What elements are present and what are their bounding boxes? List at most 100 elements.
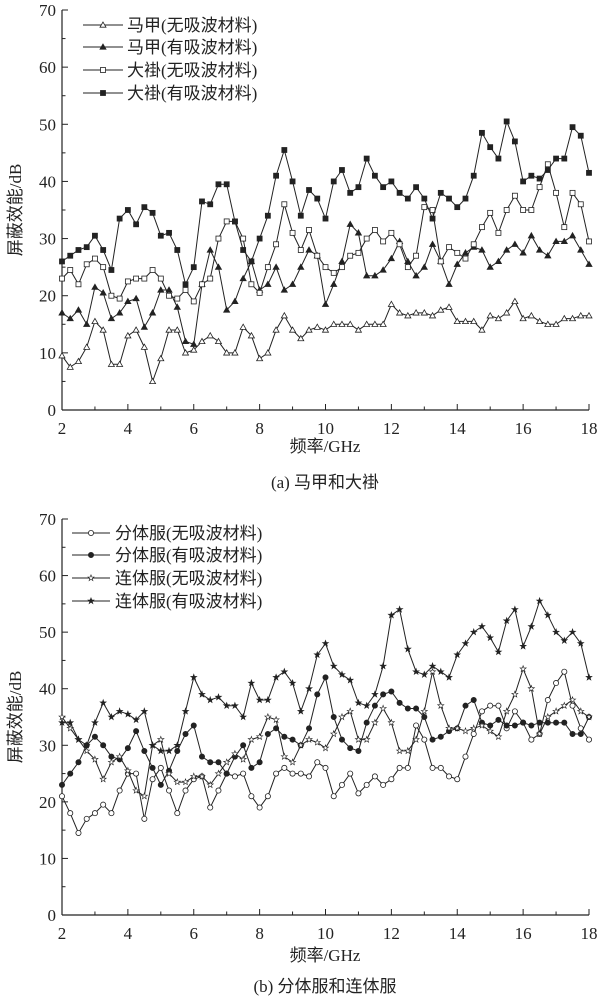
circle-marker bbox=[544, 697, 551, 704]
legend-item: 分体服(有吸波材料) bbox=[72, 546, 262, 565]
star-marker bbox=[132, 786, 141, 794]
square-marker bbox=[59, 258, 65, 265]
chart-title: (a) 马甲和大褂 bbox=[271, 473, 379, 492]
triangle-marker bbox=[181, 337, 190, 345]
triangle-marker bbox=[354, 229, 363, 236]
triangle-marker bbox=[552, 237, 560, 245]
circle-marker bbox=[314, 691, 321, 698]
chart-title: (b) 分体服和连体服 bbox=[253, 977, 396, 996]
x-tick-label: 6 bbox=[190, 924, 199, 943]
x-tick-label: 16 bbox=[515, 419, 532, 438]
circle-marker bbox=[330, 714, 337, 721]
circle-marker bbox=[116, 787, 123, 794]
circle-marker bbox=[380, 691, 387, 698]
circle-marker bbox=[91, 733, 98, 740]
star-marker bbox=[115, 752, 124, 760]
legend-item: 连体服(有吸波材料) bbox=[72, 592, 262, 611]
triangle-marker bbox=[107, 314, 116, 322]
square-marker bbox=[503, 207, 510, 213]
square-marker bbox=[355, 184, 362, 191]
square-marker bbox=[372, 227, 378, 233]
square-marker bbox=[306, 187, 312, 193]
circle-marker bbox=[67, 770, 74, 777]
triangle-marker bbox=[362, 320, 371, 327]
square-marker bbox=[404, 264, 411, 271]
circle-marker bbox=[380, 781, 387, 788]
star-marker bbox=[263, 695, 272, 704]
circle-marker bbox=[404, 705, 411, 712]
circle-marker bbox=[231, 773, 238, 780]
square-marker bbox=[454, 204, 461, 211]
star-marker bbox=[165, 746, 173, 755]
triangle-marker bbox=[99, 326, 107, 333]
star-marker bbox=[346, 707, 355, 715]
square-marker bbox=[429, 215, 436, 222]
circle-marker bbox=[404, 764, 411, 771]
circle-marker bbox=[396, 699, 403, 706]
square-marker bbox=[586, 169, 592, 176]
square-marker bbox=[281, 201, 288, 208]
triangle-marker bbox=[321, 300, 330, 307]
triangle-marker bbox=[231, 297, 239, 305]
square-marker bbox=[141, 275, 148, 282]
circle-marker bbox=[281, 733, 288, 740]
star-marker bbox=[296, 741, 305, 749]
triangle-marker bbox=[264, 280, 272, 287]
star-marker bbox=[198, 690, 206, 698]
circle-marker bbox=[240, 770, 247, 777]
square-marker bbox=[223, 181, 230, 188]
circle-marker bbox=[462, 753, 469, 760]
star-marker bbox=[527, 622, 536, 630]
circle-marker bbox=[67, 810, 74, 817]
star-marker bbox=[123, 766, 132, 775]
square-marker bbox=[264, 264, 271, 271]
square-marker bbox=[190, 264, 197, 271]
triangle-marker bbox=[99, 289, 107, 296]
square-marker bbox=[479, 129, 485, 136]
star-marker bbox=[288, 679, 297, 687]
star-marker bbox=[453, 650, 462, 659]
star-marker bbox=[231, 701, 239, 710]
x-tick-label: 12 bbox=[383, 419, 400, 438]
circle-marker bbox=[273, 770, 280, 777]
triangle-marker bbox=[453, 260, 461, 267]
star-marker bbox=[436, 701, 445, 710]
star-marker bbox=[338, 670, 346, 678]
square-marker bbox=[454, 249, 461, 256]
square-marker bbox=[487, 144, 494, 151]
triangle-marker bbox=[560, 237, 568, 245]
star-marker bbox=[585, 673, 593, 681]
triangle-marker bbox=[330, 280, 338, 287]
circle-marker bbox=[157, 764, 164, 771]
series-square-open bbox=[59, 161, 592, 305]
circle-marker bbox=[100, 801, 107, 808]
triangle-marker bbox=[99, 21, 107, 28]
square-marker bbox=[223, 218, 230, 225]
triangle-marker bbox=[148, 377, 157, 385]
triangle-marker bbox=[568, 314, 577, 322]
star-marker bbox=[206, 780, 215, 789]
square-marker bbox=[67, 252, 74, 259]
square-marker bbox=[462, 195, 469, 202]
star-marker bbox=[329, 662, 338, 670]
square-marker bbox=[330, 178, 337, 185]
square-marker bbox=[108, 292, 115, 299]
triangle-marker bbox=[222, 349, 231, 356]
circle-marker bbox=[478, 708, 485, 715]
triangle-marker bbox=[577, 311, 585, 319]
triangle-marker bbox=[297, 263, 305, 270]
circle-marker bbox=[355, 747, 362, 754]
square-marker bbox=[215, 235, 222, 242]
star-marker bbox=[560, 636, 569, 644]
star-marker bbox=[247, 735, 256, 743]
circle-marker bbox=[91, 810, 98, 817]
star-marker bbox=[189, 772, 198, 780]
square-marker bbox=[470, 172, 477, 179]
square-marker bbox=[553, 155, 559, 162]
circle-marker bbox=[363, 781, 370, 788]
star-marker bbox=[387, 718, 396, 726]
series-triangle-open bbox=[58, 297, 593, 385]
y-tick-label: 50 bbox=[39, 623, 56, 642]
circle-marker bbox=[108, 810, 115, 817]
triangle-marker bbox=[231, 349, 239, 356]
